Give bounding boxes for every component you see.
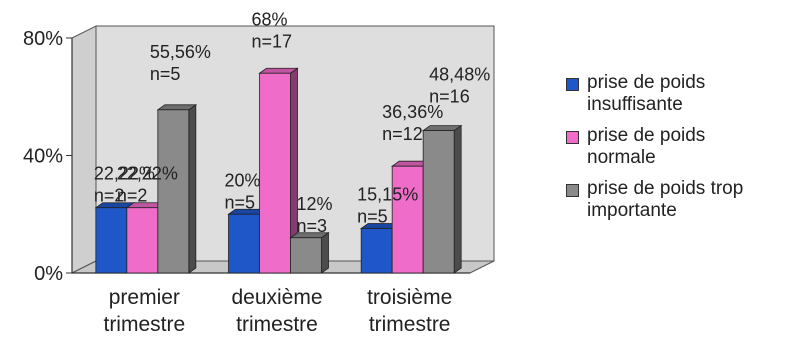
bar-side bbox=[453, 124, 462, 274]
bar-front bbox=[360, 228, 393, 274]
bar-front bbox=[290, 237, 322, 274]
x-axis: premier trimestre deuxième trimestre troisiè… bbox=[103, 286, 452, 336]
legend-label: prise de poids trop importante bbox=[587, 178, 744, 221]
data-label: 22,22% n=2 bbox=[94, 164, 155, 206]
bar bbox=[289, 231, 330, 274]
legend-item: prise de poids insuffisante bbox=[566, 72, 798, 116]
legend-item: prise de poids trop importante bbox=[566, 178, 798, 222]
legend-label: prise de poids normale bbox=[587, 125, 706, 168]
bars bbox=[94, 67, 463, 274]
bar-side bbox=[321, 231, 329, 274]
data-label: 20% n=5 bbox=[225, 170, 261, 212]
data-label: 12% n=3 bbox=[297, 194, 333, 236]
data-label: 55,56% n=5 bbox=[150, 42, 211, 84]
bar bbox=[421, 124, 463, 274]
bar-side bbox=[188, 104, 197, 274]
bar-front bbox=[95, 207, 128, 274]
bar-front bbox=[259, 72, 291, 274]
data-label: 36,36% n=12 bbox=[382, 102, 443, 144]
bar-front bbox=[157, 109, 190, 274]
legend-swatch bbox=[566, 78, 579, 91]
y-axis: 0% 40% 80% bbox=[23, 28, 72, 285]
x-tick-label: premier trimestre bbox=[103, 286, 185, 336]
bar-top bbox=[258, 67, 299, 74]
data-labels: 22,22% n=222,22% n=2 55,56% n=5 20% n=5 68% n=17… bbox=[94, 9, 490, 236]
x-tick-label: troisième trimestre bbox=[367, 286, 452, 336]
data-label: 22,22% n=2 bbox=[117, 164, 178, 206]
y-tick-label: 40% bbox=[23, 146, 63, 168]
bar bbox=[156, 104, 198, 274]
data-label: 68% n=17 bbox=[252, 9, 293, 51]
legend: prise de poids insuffisante prise de poids… bbox=[566, 72, 798, 231]
bar-front bbox=[126, 207, 159, 274]
data-label: 15,15% n=5 bbox=[357, 184, 418, 226]
legend-item: prise de poids normale bbox=[566, 125, 798, 169]
bar-top bbox=[421, 125, 463, 131]
bar-front bbox=[422, 130, 455, 274]
x-tick-label: deuxième trimestre bbox=[231, 286, 322, 336]
y-tick-label: 0% bbox=[34, 263, 63, 285]
legend-swatch bbox=[566, 131, 579, 144]
bar-top bbox=[156, 104, 198, 111]
legend-label: prise de poids insuffisante bbox=[587, 72, 706, 115]
y-tick-label: 80% bbox=[23, 28, 63, 50]
bar-front bbox=[391, 165, 424, 274]
legend-swatch bbox=[566, 184, 579, 197]
bar bbox=[258, 67, 299, 274]
bar-front bbox=[228, 213, 260, 274]
side-wall bbox=[71, 25, 97, 274]
data-label: 48,48% n=16 bbox=[429, 65, 490, 107]
